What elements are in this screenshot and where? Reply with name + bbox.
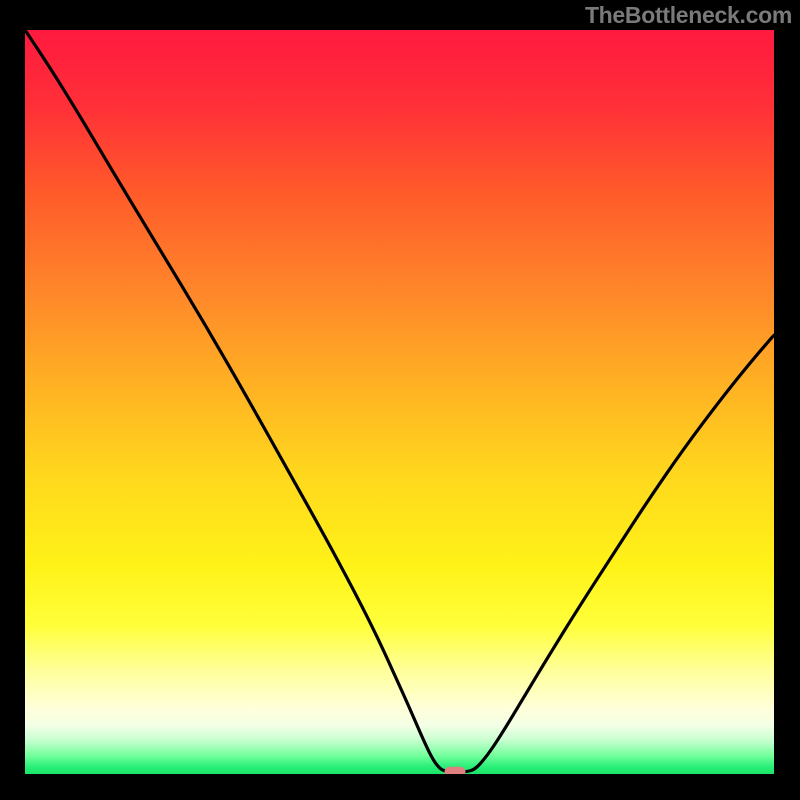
plot-frame [15, 30, 784, 784]
optimal-marker [444, 767, 465, 774]
curve-path [25, 30, 774, 772]
watermark-text: TheBottleneck.com [585, 2, 792, 29]
chart-container: TheBottleneck.com [0, 0, 800, 800]
bottleneck-curve [25, 30, 774, 774]
plot-area [25, 30, 774, 774]
